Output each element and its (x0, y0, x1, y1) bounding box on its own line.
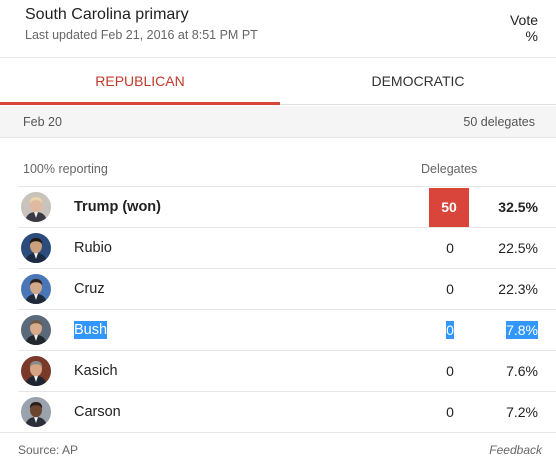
vote-percent-text: 7.8% (506, 321, 538, 339)
vote-percent: 22.5% (498, 240, 538, 256)
candidate-row[interactable]: Bush 0 7.8% (18, 309, 556, 350)
candidate-row[interactable]: Carson 0 7.2% (18, 391, 556, 432)
candidate-name-text: Bush (74, 321, 108, 339)
delegates-count-text: 0 (446, 240, 454, 256)
candidate-name: Trump (won) (74, 199, 161, 215)
trump-avatar (21, 192, 51, 222)
reporting-status: 100% reporting (23, 162, 108, 176)
candidate-name-text: Rubio (74, 240, 112, 256)
candidate-name-text: Cruz (74, 281, 105, 297)
cruz-avatar (21, 274, 51, 304)
candidate-row[interactable]: Rubio 0 22.5% (18, 227, 556, 268)
card-header: South Carolina primary Last updated Feb … (0, 0, 556, 58)
delegates-count-text: 0 (446, 281, 454, 297)
vote-percent: 22.3% (498, 281, 538, 297)
delegates-count-text: 0 (446, 363, 454, 379)
primary-date: Feb 20 (23, 115, 62, 129)
candidate-name: Kasich (74, 363, 118, 379)
tab-democratic[interactable]: DEMOCRATIC (371, 73, 465, 89)
rubio-avatar (21, 233, 51, 263)
candidate-name: Carson (74, 404, 121, 420)
vote-percent-text: 22.3% (498, 281, 538, 297)
party-tabs: REPUBLICAN DEMOCRATIC (0, 58, 556, 105)
vote-percent-text: 32.5% (498, 199, 538, 215)
results-table: Trump (won) 50 32.5% Rubio 0 22.5% Cruz 0 22.3% B… (18, 186, 556, 432)
feedback-link[interactable]: Feedback (489, 443, 542, 457)
candidate-name-text: Kasich (74, 363, 118, 379)
tab-republican[interactable]: REPUBLICAN (95, 73, 185, 89)
page-title: South Carolina primary (25, 6, 189, 23)
date-band: Feb 20 50 delegates (0, 106, 556, 138)
candidate-name: Rubio (74, 240, 112, 256)
delegates-won-badge: 50 (429, 188, 469, 227)
delegates-count: 0 (428, 240, 472, 256)
active-tab-indicator (0, 102, 280, 105)
kasich-avatar (21, 356, 51, 386)
source-text: Source: AP (18, 443, 79, 457)
card-footer: Source: AP Feedback (0, 432, 556, 463)
vote-percent: 7.6% (506, 363, 538, 379)
column-header-delegates: Delegates (421, 162, 478, 176)
delegates-count-text: 0 (446, 321, 454, 339)
vote-percent: 7.2% (506, 404, 538, 420)
vote-percent: 32.5% (498, 199, 538, 215)
column-header-vote: Vote % (509, 12, 538, 44)
bush-avatar (21, 315, 51, 345)
delegates-count: 0 (428, 404, 472, 420)
candidate-name-text: Trump (won) (74, 199, 161, 215)
delegates-count: 0 (428, 363, 472, 379)
last-updated-text: Last updated Feb 21, 2016 at 8:51 PM PT (25, 28, 258, 42)
vote-percent: 7.8% (506, 321, 538, 339)
delegates-total: 50 delegates (463, 115, 535, 129)
delegates-count-text: 0 (446, 404, 454, 420)
candidate-name: Bush (74, 321, 108, 339)
delegates-count: 0 (428, 321, 472, 339)
candidate-name: Cruz (74, 281, 105, 297)
candidate-row[interactable]: Cruz 0 22.3% (18, 268, 556, 309)
candidate-row[interactable]: Kasich 0 7.6% (18, 350, 556, 391)
vote-percent-text: 7.6% (506, 363, 538, 379)
carson-avatar (21, 397, 51, 427)
candidate-row[interactable]: Trump (won) 50 32.5% (18, 186, 556, 227)
delegates-count: 0 (428, 281, 472, 297)
vote-percent-text: 7.2% (506, 404, 538, 420)
vote-percent-text: 22.5% (498, 240, 538, 256)
candidate-name-text: Carson (74, 404, 121, 420)
